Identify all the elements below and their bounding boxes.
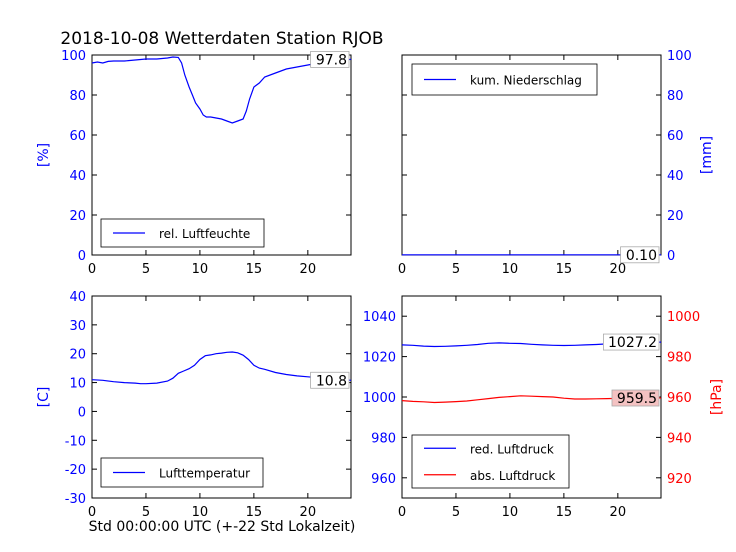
x-tick-label: 10 (502, 505, 519, 520)
y-tick-label: 80 (69, 89, 86, 104)
y-tick-label: 960 (371, 472, 396, 487)
y-tick-label: 980 (371, 431, 396, 446)
x-tick-label: 5 (452, 262, 460, 277)
legend-label: rel. Luftfeuchte (159, 227, 250, 241)
y-tick-label: -30 (65, 492, 86, 507)
legend-label: red. Luftdruck (470, 442, 554, 456)
x-tick-label: 20 (300, 505, 317, 520)
series-line (91, 56, 352, 124)
x-tick-label: 15 (556, 505, 573, 520)
y-tick-label: 40 (667, 169, 684, 184)
value-label: 0.10 (626, 248, 657, 264)
value-label: 10.8 (316, 373, 347, 389)
y-tick-label: 0 (78, 405, 86, 420)
x-tick-label: 5 (452, 505, 460, 520)
y-tick-label: 60 (69, 129, 86, 144)
x-axis-label: Std 00:00:00 UTC (+-22 Std Lokalzeit) (89, 519, 356, 535)
y-tick-label: 0 (667, 249, 675, 264)
legend-label: Lufttemperatur (159, 467, 250, 481)
precipitation-panel: 0 5 10 15 20 0 20 40 60 80 100 [mm] 0.10 kum. Nieders… (398, 49, 715, 277)
legend-box (411, 434, 570, 489)
x-tick-label: 10 (502, 262, 519, 277)
y-tick-label: 1020 (363, 351, 396, 366)
y-tick-label: -10 (65, 434, 86, 449)
x-tick-label: 0 (88, 262, 96, 277)
y-axis-label: [C] (36, 387, 52, 408)
pressure-panel: 0 5 10 15 20 960 980 1000 1020 1040 920 940 960 980 10… (363, 295, 725, 520)
y-tick-label: 40 (69, 290, 86, 305)
x-tick-label: 5 (142, 262, 150, 277)
y-tick-label: 60 (667, 129, 684, 144)
temperature-panel: 0 5 10 15 20 -30 -20 -10 0 10 20 30 40 [C] 10.8 Lufttem… (36, 290, 352, 520)
y-tick-label: 10 (69, 377, 86, 392)
x-tick-label: 20 (610, 262, 627, 277)
y-tick-label: 100 (667, 49, 692, 64)
value-label-box (603, 333, 660, 351)
y-tick-label: -20 (65, 463, 86, 478)
y-tick-label: 40 (69, 169, 86, 184)
y-tick-label: 0 (78, 249, 86, 264)
value-label-box (620, 246, 660, 264)
value-label-box (310, 371, 350, 389)
value-label: 1027.2 (608, 335, 657, 351)
y-tick-label-right: 1000 (667, 310, 700, 325)
value-label-box (611, 389, 660, 407)
plot-frame (91, 54, 352, 256)
value-label-box (310, 51, 350, 68)
x-tick-label: 15 (246, 505, 263, 520)
y-tick-label: 20 (69, 209, 86, 224)
y-tick-label: 30 (69, 319, 86, 334)
humidity-panel: 0 5 10 15 20 0 20 40 60 80 100 [%] 97.8 rel. Luftfeuc… (36, 49, 352, 277)
y-tick-label-right: 980 (667, 351, 692, 366)
x-tick-label: 20 (300, 262, 317, 277)
x-tick-label: 10 (192, 505, 209, 520)
y-tick-label-right: 960 (667, 391, 692, 406)
y-tick-label: 1000 (363, 391, 396, 406)
x-tick-label: 0 (398, 262, 406, 277)
legend-label: kum. Niederschlag (470, 74, 582, 88)
series-line (91, 351, 352, 385)
x-tick-label: 0 (398, 505, 406, 520)
plot-frame (91, 295, 352, 499)
y-tick-label: 100 (61, 49, 86, 64)
y-tick-label: 80 (667, 89, 684, 104)
value-label: 959.5 (617, 391, 657, 407)
legend-label: abs. Luftdruck (470, 469, 555, 483)
x-tick-label: 20 (610, 505, 627, 520)
x-tick-label: 5 (142, 505, 150, 520)
y-tick-label: 20 (69, 348, 86, 363)
y-axis-label: [hPa] (709, 379, 725, 415)
y-axis-label: [mm] (699, 136, 715, 174)
x-tick-label: 10 (192, 262, 209, 277)
figure-title: 2018-10-08 Wetterdaten Station RJOB (60, 29, 383, 49)
x-tick-label: 0 (88, 505, 96, 520)
y-tick-label-right: 920 (667, 472, 692, 487)
y-tick-label: 20 (667, 209, 684, 224)
x-tick-label: 15 (246, 262, 263, 277)
y-tick-label-right: 940 (667, 431, 692, 446)
x-tick-label: 15 (556, 262, 573, 277)
y-axis-label: [%] (36, 143, 52, 167)
value-label: 97.8 (316, 52, 347, 68)
y-tick-label: 1040 (363, 310, 396, 325)
